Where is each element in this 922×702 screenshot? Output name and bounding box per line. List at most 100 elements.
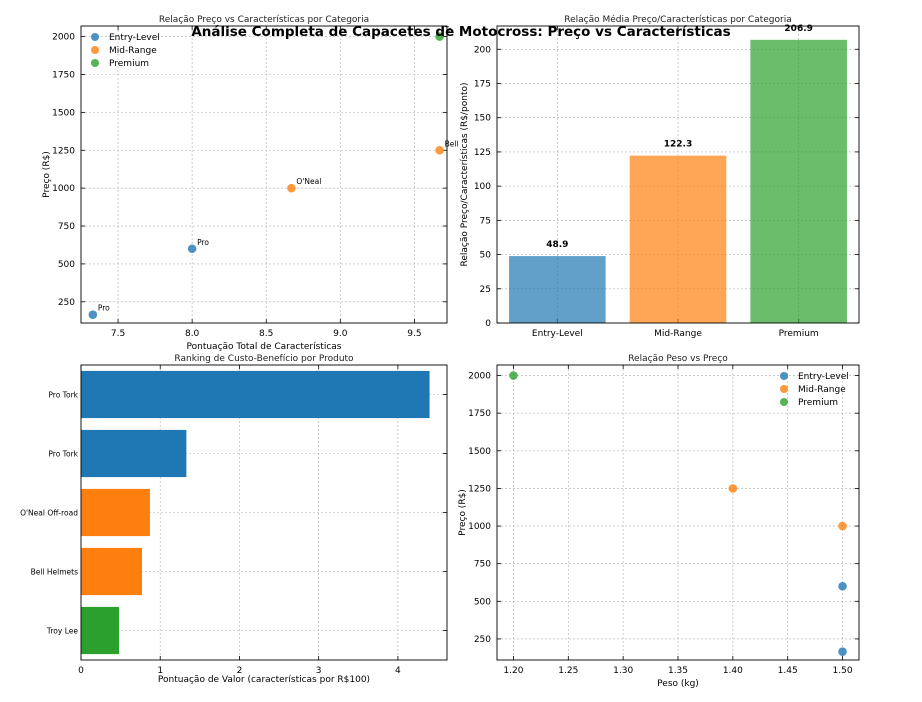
bar [509,256,606,323]
x-tick-label: 7.5 [111,329,125,339]
legend-marker [91,46,99,54]
y-tick-label: 50 [480,251,492,261]
chart-title: Relação Peso vs Preço [628,354,728,364]
data-point [838,521,847,531]
plot-frame-0 [80,25,448,324]
y-axis-label: Relação Preço/Características (R$/ponto) [460,83,470,267]
x-tick-label: Entry-Level [532,329,583,339]
point-label: Pro [197,238,209,247]
legend-marker [780,385,788,393]
x-tick-label: 3 [316,666,322,676]
y-tick-label: 1500 [52,108,75,118]
data-point [435,32,444,41]
data-point [287,183,296,193]
x-tick-label: 4 [395,666,401,676]
legend-marker [91,33,99,41]
point-label: Bell [445,139,459,148]
y-tick-label: 0 [485,319,491,329]
bar [81,547,142,596]
y-tick-label: Pro Tork [48,450,78,459]
bar [750,39,847,324]
y-tick-label: 2000 [468,372,491,382]
x-tick-label: Premium [779,329,819,339]
y-tick-label: 250 [58,298,75,308]
chart-title: Ranking de Custo-Benefício por Produto [174,354,354,364]
y-axis-label: Preço (R$) [42,151,52,198]
y-tick-label: 25 [480,285,491,295]
legend-label: Premium [109,59,149,69]
y-tick-label: 100 [474,182,491,192]
legend-label: Entry-Level [109,33,160,43]
y-tick-label: 1000 [52,184,75,194]
y-tick-label: 750 [474,560,491,570]
legend-label: Mid-Range [798,385,846,395]
x-tick-label: 1 [157,666,163,676]
y-tick-label: 1500 [468,447,491,457]
y-tick-label: 200 [474,45,491,55]
x-tick-label: 1.30 [613,666,633,676]
bar-value-label: 206.9 [784,24,812,34]
y-tick-label: 2000 [52,33,75,43]
y-tick-label: 1000 [468,522,491,532]
y-tick-label: Bell Helmets [31,568,79,577]
legend-label: Premium [798,398,838,408]
x-tick-label: 1.35 [668,666,688,676]
bar [629,155,727,323]
y-tick-label: 1750 [468,409,491,419]
data-point [88,310,98,319]
data-point [187,244,197,254]
y-tick-label: 750 [58,222,75,232]
x-tick-label: 1.25 [558,666,578,676]
point-label: O'Neal [296,177,321,186]
y-axis-label: Preço (R$) [458,489,468,536]
plot-frame-2 [80,364,448,661]
x-axis-label: Pontuação Total de Características [187,342,342,352]
y-tick-label: Pro Tork [48,391,78,400]
y-tick-label: 75 [480,216,491,226]
y-tick-label: 150 [474,114,491,124]
x-tick-label: 8.0 [185,329,200,339]
y-tick-label: 125 [474,148,491,158]
x-tick-label: 1.20 [503,666,523,676]
y-tick-label: Troy Lee [46,627,78,636]
point-label: Pro [98,304,110,313]
x-tick-label: Mid-Range [654,329,702,339]
x-tick-label: 9.5 [407,329,421,339]
plot-frame-3 [496,364,860,661]
legend-marker [780,372,788,380]
legend-marker [91,59,99,67]
x-tick-label: 1.45 [778,666,798,676]
x-tick-label: 2 [237,666,243,676]
bar [81,429,187,478]
figure-title: Análise Completa de Capacetes de Motocro… [191,24,731,40]
point-label: Tr [444,26,452,35]
x-tick-label: 1.40 [723,666,743,676]
x-tick-label: 0 [78,666,84,676]
y-tick-label: O'Neal Off-road [20,509,78,518]
data-point [838,581,847,591]
y-tick-label: 1250 [52,146,75,156]
x-tick-label: 9.0 [333,329,348,339]
legend-label: Mid-Range [109,46,157,56]
chart-title: Relação Média Preço/Características por … [564,14,791,25]
bar [81,606,120,655]
bar-value-label: 122.3 [664,140,692,150]
x-tick-label: 1.50 [833,666,853,676]
y-tick-label: 175 [474,79,491,89]
data-point [838,647,847,657]
data-point [509,371,518,380]
y-tick-label: 1250 [468,484,491,494]
bar-value-label: 48.9 [546,240,568,250]
y-tick-label: 250 [474,635,491,645]
data-point [728,484,738,493]
legend-label: Entry-Level [798,372,849,382]
chart-title: Relação Preço vs Características por Cat… [159,15,369,25]
y-tick-label: 500 [58,260,75,270]
bar [81,370,430,419]
x-axis-label: Pontuação de Valor (características por … [158,675,370,685]
y-tick-label: 1750 [52,70,75,80]
legend-marker [780,398,788,406]
x-tick-label: 8.5 [259,329,273,339]
bar [81,488,150,537]
